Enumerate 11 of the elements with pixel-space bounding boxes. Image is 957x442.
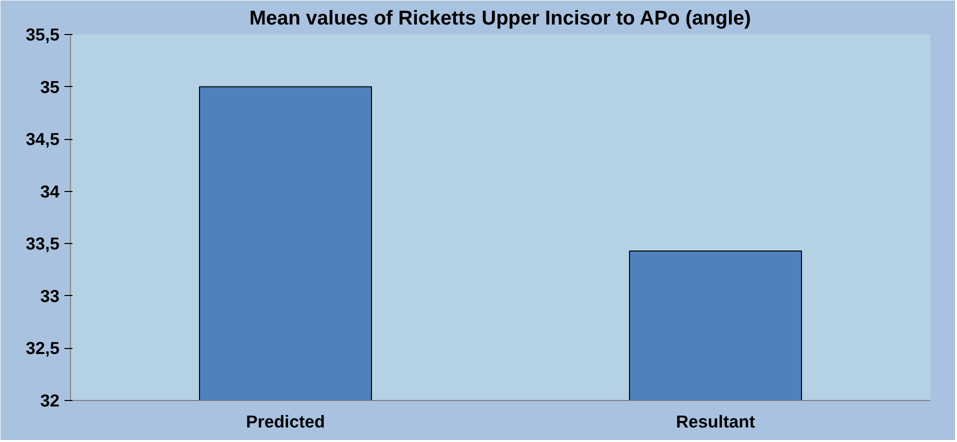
y-tick-label: 34 [40,181,60,202]
y-tick-label: 34,5 [26,129,60,150]
x-tick-label: Predicted [246,412,325,432]
x-tick-label: Resultant [676,412,756,432]
chart-title: Mean values of Ricketts Upper Incisor to APo (angle) [249,8,751,30]
y-tick-label: 32,5 [26,338,60,358]
y-tick-label: 35 [40,76,60,97]
y-tick-label: 32 [40,390,60,410]
y-tick-label: 35,5 [26,24,60,44]
y-tick-label: 33,5 [26,234,60,254]
y-tick-label: 33 [40,286,60,306]
